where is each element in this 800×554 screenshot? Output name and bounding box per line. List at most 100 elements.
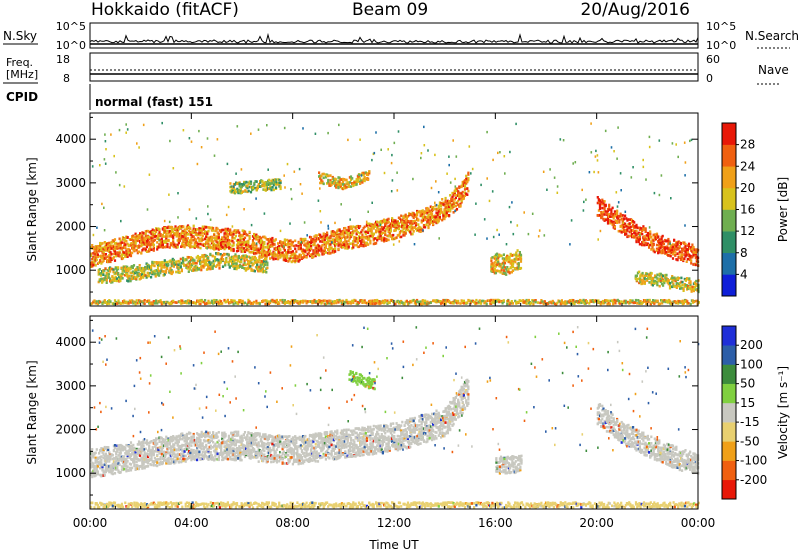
echo-cell (669, 300, 672, 303)
echo-cell (345, 240, 348, 243)
echo-cell (129, 267, 132, 271)
echo-cell (650, 272, 653, 275)
echo-cell (273, 247, 276, 250)
echo-cell (258, 258, 261, 262)
echo-cell (684, 283, 687, 287)
echo-cell (518, 299, 521, 302)
echo-cell (116, 252, 119, 256)
echo-cell (152, 233, 155, 237)
echo-cell (619, 212, 622, 216)
echo-cell (330, 183, 333, 186)
echo-cell (254, 257, 258, 260)
echo-cell (348, 237, 351, 240)
nave-tick-top: 60 (706, 53, 720, 66)
echo-cell (253, 241, 256, 245)
echo-cell (168, 235, 171, 238)
echo-cell (676, 242, 679, 245)
echo-cell (272, 255, 275, 259)
echo-cell (514, 299, 517, 303)
echo-cell (197, 243, 200, 246)
echo-cell (359, 182, 362, 185)
echo-cell (102, 273, 105, 276)
echo-cell (600, 212, 603, 215)
echo-cell (219, 261, 222, 264)
echo-cell (299, 243, 302, 246)
echo-cell (646, 238, 649, 241)
echo-cell (264, 255, 267, 259)
echo-cell (140, 251, 143, 255)
echo-cell (235, 301, 239, 304)
echo-cell (286, 256, 289, 260)
echo-cell (319, 177, 322, 180)
echo-cell (396, 220, 399, 224)
echo-cell (343, 234, 346, 237)
echo-cell (267, 246, 270, 249)
echo-cell (633, 231, 636, 235)
echo-cell (331, 175, 334, 179)
echo-cell (178, 300, 182, 304)
echo-cell (227, 239, 231, 242)
echo-cell (503, 261, 507, 265)
echo-cell (253, 269, 256, 273)
echo-cell (253, 247, 256, 250)
echo-cell (128, 274, 131, 278)
echo-cell (180, 237, 183, 240)
echo-cell (364, 232, 367, 236)
echo-cell (652, 249, 655, 253)
echo-cell (232, 247, 235, 251)
echo-cell (217, 248, 220, 251)
echo-cell (167, 263, 170, 266)
echo-cell (117, 267, 120, 271)
echo-cell (98, 272, 101, 276)
echo-cell (138, 266, 141, 270)
echo-cell (688, 278, 691, 282)
echo-cell (455, 187, 459, 190)
echo-cell (372, 227, 375, 230)
echo-cell (210, 241, 213, 245)
echo-cell (94, 256, 97, 260)
echo-cell (233, 262, 236, 265)
echo-cell (210, 235, 213, 239)
echo-cell (362, 173, 365, 177)
echo-cell (153, 232, 156, 236)
echo-cell (425, 223, 428, 227)
echo-cell (287, 248, 290, 252)
echo-cell (226, 236, 229, 240)
echo-cell (609, 215, 612, 218)
echo-cell (286, 253, 289, 256)
echo-cell (217, 244, 220, 247)
echo-cell (424, 299, 427, 303)
echo-cell (347, 246, 350, 249)
echo-cell (674, 301, 677, 305)
echo-cell (673, 246, 676, 250)
echo-cell (601, 202, 604, 206)
echo-cell (199, 299, 202, 302)
echo-cell (459, 204, 462, 207)
echo-cell (328, 302, 331, 305)
echo-cell (258, 302, 261, 306)
echo-cell (204, 299, 207, 302)
echo-cell (339, 185, 342, 189)
echo-cell (244, 254, 247, 257)
echo-cell (128, 249, 131, 252)
echo-cell (655, 233, 659, 237)
echo-cell (259, 241, 263, 244)
echo-cell (616, 216, 619, 219)
echo-cell (651, 276, 654, 280)
echo-cell (248, 185, 251, 189)
echo-cell (357, 301, 361, 305)
echo-cell (278, 251, 281, 255)
echo-cell (168, 230, 171, 234)
echo-cell (679, 287, 682, 290)
echo-cell (140, 244, 143, 248)
echo-cell (255, 299, 258, 303)
echo-cell (302, 251, 305, 255)
echo-cell (253, 252, 256, 255)
echo-cell (202, 266, 205, 269)
echo-cell (363, 176, 366, 179)
echo-cell (241, 237, 244, 240)
echo-cell (589, 299, 592, 302)
echo-cell (302, 256, 305, 260)
echo-cell (218, 229, 221, 232)
echo-cell (135, 268, 138, 271)
